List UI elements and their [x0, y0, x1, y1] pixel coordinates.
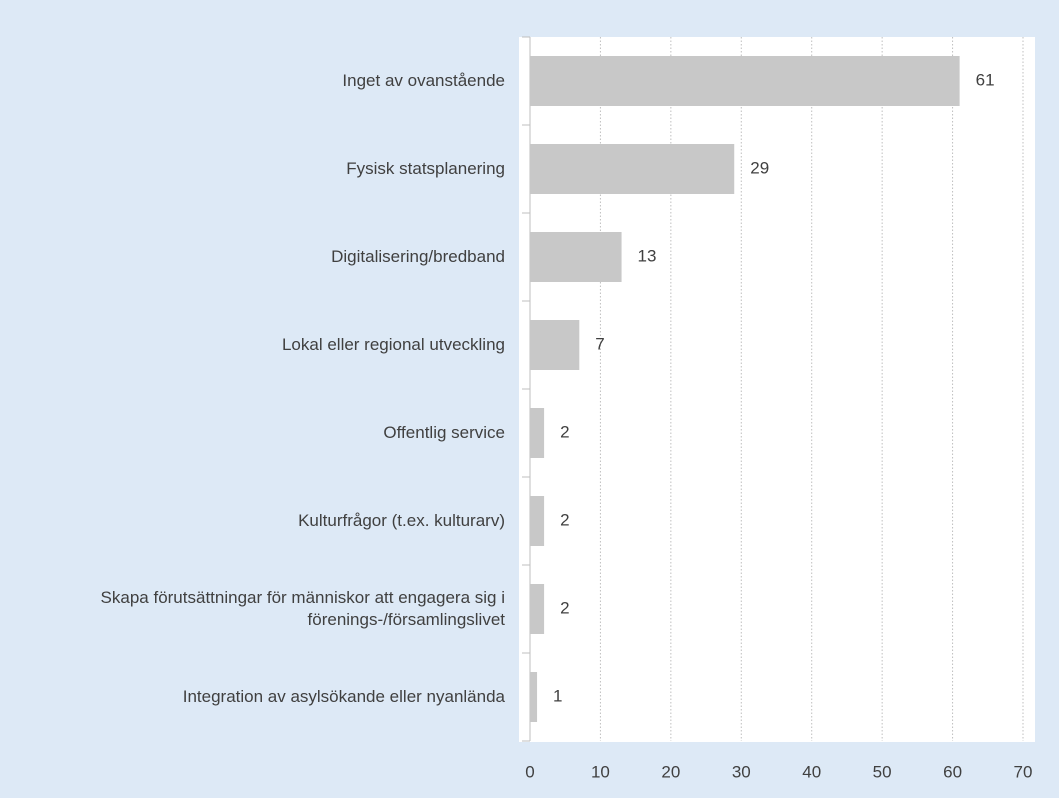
x-tick-label: 60: [943, 762, 962, 781]
bar: [530, 56, 960, 106]
value-label: 1: [553, 686, 562, 705]
x-tick-label: 30: [732, 762, 751, 781]
x-tick-label: 20: [661, 762, 680, 781]
bar: [530, 320, 580, 370]
x-tick-label: 50: [873, 762, 892, 781]
y-tick-label: Integration av asylsökande eller nyanlän…: [182, 687, 505, 706]
y-tick-label: Kulturfrågor (t.ex. kulturarv): [298, 511, 505, 530]
plot-area: [519, 37, 1035, 742]
bar: [530, 144, 735, 194]
bar: [530, 496, 545, 546]
y-tick-label: Digitalisering/bredband: [331, 247, 505, 266]
value-label: 2: [560, 422, 569, 441]
value-label: 2: [560, 598, 569, 617]
y-tick-label: Inget av ovanstående: [342, 71, 505, 90]
bar: [530, 408, 545, 458]
value-label: 29: [750, 158, 769, 177]
value-label: 61: [976, 70, 995, 89]
y-tick-label: Fysisk statsplanering: [346, 159, 505, 178]
y-tick-label: Skapa förutsättningar för människor att …: [100, 588, 505, 629]
bar: [530, 232, 622, 282]
bar: [530, 584, 545, 634]
y-tick-label: Lokal eller regional utveckling: [281, 335, 505, 354]
x-tick-label: 0: [525, 762, 534, 781]
x-tick-label: 40: [802, 762, 821, 781]
value-label: 7: [595, 334, 604, 353]
bar: [530, 672, 538, 722]
value-label: 13: [638, 246, 657, 265]
y-tick-label: Offentlig service: [383, 423, 505, 442]
value-label: 2: [560, 510, 569, 529]
x-tick-label: 10: [591, 762, 610, 781]
x-tick-label: 70: [1014, 762, 1033, 781]
